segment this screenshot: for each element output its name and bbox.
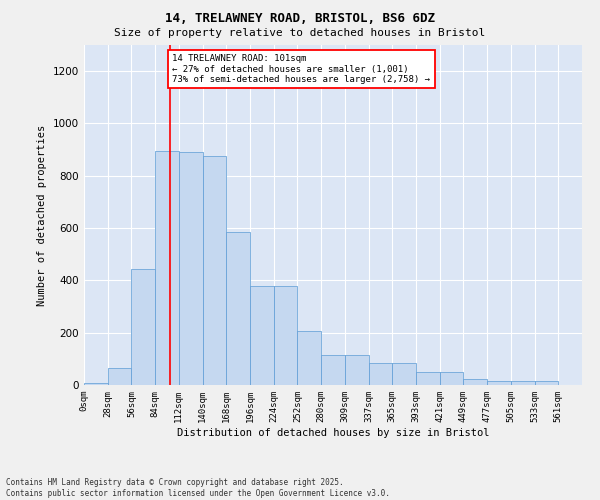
Bar (250, 286, 274, 385)
Bar (463, 379, 487, 385)
Bar (535, 381, 558, 385)
Bar (511, 381, 535, 385)
Text: Size of property relative to detached houses in Bristol: Size of property relative to detached ho… (115, 28, 485, 38)
Bar (84, 383, 108, 385)
Bar (108, 368, 131, 385)
Text: Contains HM Land Registry data © Crown copyright and database right 2025.
Contai: Contains HM Land Registry data © Crown c… (6, 478, 390, 498)
Bar (416, 372, 440, 385)
Text: 14, TRELAWNEY ROAD, BRISTOL, BS6 6DZ: 14, TRELAWNEY ROAD, BRISTOL, BS6 6DZ (165, 12, 435, 26)
X-axis label: Distribution of detached houses by size in Bristol: Distribution of detached houses by size … (177, 428, 489, 438)
Bar (345, 355, 368, 385)
Bar (203, 156, 226, 385)
Text: 14 TRELAWNEY ROAD: 101sqm
← 27% of detached houses are smaller (1,001)
73% of se: 14 TRELAWNEY ROAD: 101sqm ← 27% of detac… (172, 54, 430, 84)
Bar (274, 286, 298, 385)
Y-axis label: Number of detached properties: Number of detached properties (37, 124, 47, 306)
Bar (226, 232, 250, 385)
Bar (368, 363, 392, 385)
Bar (298, 332, 321, 385)
Bar (321, 355, 345, 385)
Bar (487, 381, 511, 385)
Bar (179, 152, 203, 385)
Bar (440, 372, 463, 385)
Bar (131, 268, 155, 385)
Bar (155, 151, 179, 385)
Bar (392, 363, 416, 385)
